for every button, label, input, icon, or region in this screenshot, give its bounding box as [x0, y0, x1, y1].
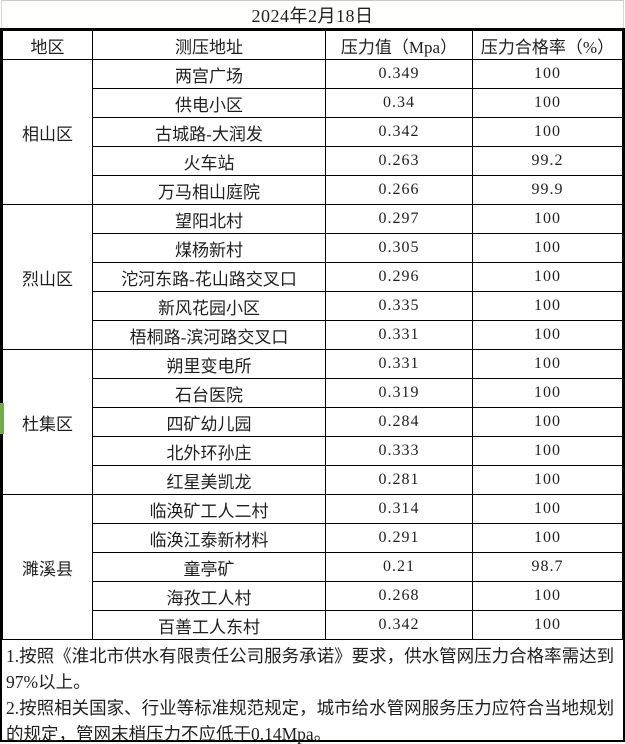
- region-cell: 烈山区: [2, 204, 93, 350]
- report-date-title: 2024年2月18日: [1, 0, 624, 28]
- footnote-1: 1.按照《淮北市供水有限责任公司服务承诺》要求，供水管网压力合格率需达到97%以…: [6, 646, 615, 692]
- pass-rate-cell: 100: [472, 291, 623, 321]
- address-cell: 北外环孙庄: [92, 436, 326, 466]
- pressure-value-cell: 0.291: [325, 523, 473, 553]
- table-row: 百善工人东村 0.342 100: [3, 610, 623, 640]
- table-row: 童亭矿 0.21 98.7: [3, 552, 623, 582]
- pressure-value-cell: 0.331: [325, 320, 473, 350]
- address-cell: 煤杨新村: [92, 233, 326, 263]
- pressure-value-cell: 0.263: [325, 146, 473, 176]
- pressure-value-cell: 0.331: [325, 349, 473, 379]
- address-cell: 火车站: [92, 146, 326, 176]
- pressure-value-cell: 0.335: [325, 291, 473, 321]
- region-cell: 相山区: [2, 59, 93, 205]
- table-row: 煤杨新村 0.305 100: [3, 233, 623, 263]
- pass-rate-cell: 100: [472, 465, 623, 495]
- pressure-table-body: 相山区 两宫广场 0.349 100 供电小区 0.34 100 古城路-大润发 0.342 10…: [2, 59, 623, 640]
- header-row: 地区 测压地址 压力值（Mpa） 压力合格率（%）: [2, 30, 623, 60]
- col-header-pressure: 压力值（Mpa）: [325, 30, 473, 60]
- pass-rate-cell: 98.7: [472, 552, 623, 582]
- pass-rate-cell: 100: [472, 233, 623, 263]
- pass-rate-cell: 100: [472, 204, 623, 234]
- address-cell: 沱河东路-花山路交叉口: [92, 262, 326, 292]
- footnotes: 1.按照《淮北市供水有限责任公司服务承诺》要求，供水管网压力合格率需达到97%以…: [2, 640, 623, 744]
- address-cell: 万马相山庭院: [92, 175, 326, 205]
- pressure-value-cell: 0.342: [325, 117, 473, 147]
- table-row: 红星美凯龙 0.281 100: [3, 465, 623, 495]
- pressure-value-cell: 0.314: [325, 494, 473, 524]
- address-cell: 供电小区: [92, 88, 326, 118]
- address-cell: 临涣矿工人二村: [92, 494, 326, 524]
- pressure-value-cell: 0.297: [325, 204, 473, 234]
- table-row: 万马相山庭院 0.266 99.9: [3, 175, 623, 205]
- address-cell: 两宫广场: [92, 59, 326, 89]
- address-cell: 临涣江泰新材料: [92, 523, 326, 553]
- row-selection-marker: [0, 403, 4, 434]
- col-header-pass-rate: 压力合格率（%）: [472, 30, 623, 60]
- pressure-value-cell: 0.296: [325, 262, 473, 292]
- table-row: 新风花园小区 0.335 100: [3, 291, 623, 321]
- footnote-2: 2.按照相关国家、行业等标准规范规定，城市给水管网服务压力应符合当地规划的规定，…: [6, 698, 615, 744]
- address-cell: 朔里变电所: [92, 349, 326, 379]
- pass-rate-cell: 100: [472, 88, 623, 118]
- region-cell: 濉溪县: [2, 494, 93, 640]
- table-row: 梧桐路-滨河路交叉口 0.331 100: [3, 320, 623, 350]
- pressure-value-cell: 0.333: [325, 436, 473, 466]
- pressure-value-cell: 0.284: [325, 407, 473, 437]
- pressure-value-cell: 0.34: [325, 88, 473, 118]
- address-cell: 四矿幼儿园: [92, 407, 326, 437]
- address-cell: 梧桐路-滨河路交叉口: [92, 320, 326, 350]
- pressure-value-cell: 0.268: [325, 581, 473, 611]
- table-row: 相山区 两宫广场 0.349 100: [2, 59, 623, 205]
- address-cell: 石台医院: [92, 378, 326, 408]
- table-row: 濉溪县 临涣矿工人二村 0.314 100: [2, 494, 623, 640]
- pass-rate-cell: 100: [472, 59, 623, 89]
- pressure-value-cell: 0.281: [325, 465, 473, 495]
- pass-rate-cell: 99.2: [472, 146, 623, 176]
- region-cell: 杜集区: [2, 349, 93, 495]
- pass-rate-cell: 100: [472, 523, 623, 553]
- pass-rate-cell: 100: [472, 494, 623, 524]
- address-cell: 望阳北村: [92, 204, 326, 234]
- table-row: 石台医院 0.319 100: [3, 378, 623, 408]
- pass-rate-cell: 100: [472, 349, 623, 379]
- pass-rate-cell: 99.9: [472, 175, 623, 205]
- pressure-value-cell: 0.266: [325, 175, 473, 205]
- pressure-value-cell: 0.305: [325, 233, 473, 263]
- table-row: 火车站 0.263 99.2: [3, 146, 623, 176]
- report-table-frame: 地区 测压地址 压力值（Mpa） 压力合格率（%） 相山区 两宫广场 0.349 10…: [0, 28, 625, 744]
- pressure-value-cell: 0.342: [325, 610, 473, 640]
- table-row: 杜集区 朔里变电所 0.331 100: [2, 349, 623, 495]
- table-row: 沱河东路-花山路交叉口 0.296 100: [3, 262, 623, 292]
- pressure-value-cell: 0.349: [325, 59, 473, 89]
- col-header-region: 地区: [2, 30, 93, 60]
- address-cell: 红星美凯龙: [92, 465, 326, 495]
- address-cell: 童亭矿: [92, 552, 326, 582]
- address-cell: 新风花园小区: [92, 291, 326, 321]
- pass-rate-cell: 100: [472, 436, 623, 466]
- address-cell: 百善工人东村: [92, 610, 326, 640]
- table-row: 供电小区 0.34 100: [3, 88, 623, 118]
- pass-rate-cell: 100: [472, 262, 623, 292]
- table-row: 临涣江泰新材料 0.291 100: [3, 523, 623, 553]
- pass-rate-cell: 100: [472, 320, 623, 350]
- pass-rate-cell: 100: [472, 378, 623, 408]
- table-row: 海孜工人村 0.268 100: [3, 581, 623, 611]
- table-row: 四矿幼儿园 0.284 100: [3, 407, 623, 437]
- pressure-value-cell: 0.319: [325, 378, 473, 408]
- pressure-value-cell: 0.21: [325, 552, 473, 582]
- pressure-table: 地区 测压地址 压力值（Mpa） 压力合格率（%） 相山区 两宫广场 0.349 10…: [2, 30, 623, 640]
- table-row: 烈山区 望阳北村 0.297 100: [2, 204, 623, 350]
- col-header-address: 测压地址: [92, 30, 326, 60]
- table-row: 北外环孙庄 0.333 100: [3, 436, 623, 466]
- pass-rate-cell: 100: [472, 581, 623, 611]
- pass-rate-cell: 100: [472, 407, 623, 437]
- pass-rate-cell: 100: [472, 610, 623, 640]
- address-cell: 海孜工人村: [92, 581, 326, 611]
- address-cell: 古城路-大润发: [92, 117, 326, 147]
- pass-rate-cell: 100: [472, 117, 623, 147]
- table-row: 古城路-大润发 0.342 100: [3, 117, 623, 147]
